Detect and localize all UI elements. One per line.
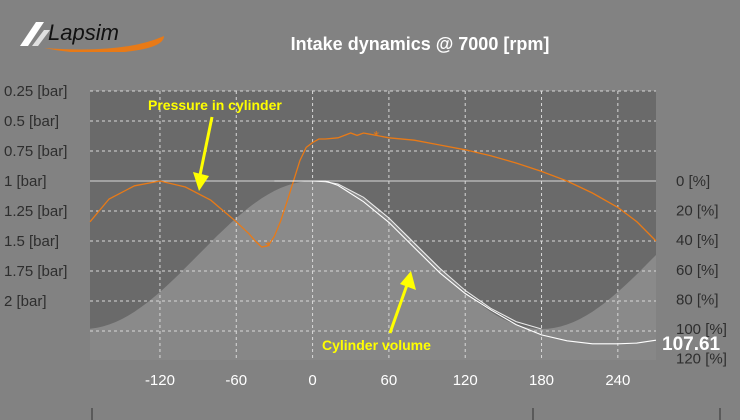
y-right-tick-label: 60 [%]	[676, 262, 719, 279]
pressure-line	[89, 132, 657, 248]
y-left-tick-label: 1 [bar]	[4, 173, 47, 190]
y-right-tick-label: 0 [%]	[676, 173, 710, 190]
x-tick-label: -120	[145, 372, 175, 389]
x-tick-label: 0	[308, 372, 316, 389]
chart-title: Intake dynamics @ 7000 [rpm]	[290, 34, 550, 54]
y-left-tick-label: 0.75 [bar]	[4, 143, 67, 160]
pressure-marker: *	[265, 238, 271, 254]
annotation-volume: Cylinder volume	[322, 337, 431, 353]
y-left-tick-label: 0.25 [bar]	[4, 83, 67, 100]
x-tick-label: 120	[453, 372, 478, 389]
annotation-pressure-arrowhead	[193, 172, 209, 191]
y-left-tick-label: 1.5 [bar]	[4, 233, 59, 250]
y-left-tick-label: 2 [bar]	[4, 293, 47, 310]
y-right-tick-label: 40 [%]	[676, 232, 719, 249]
y-right-tick-label: 80 [%]	[676, 291, 719, 308]
y-right-tick-label: 100 [%]	[676, 321, 727, 338]
x-tick-label: 60	[381, 372, 398, 389]
x-tick-label: 240	[605, 372, 630, 389]
x-tick-label: -60	[225, 372, 247, 389]
y-left-tick-label: 1.75 [bar]	[4, 263, 67, 280]
y-left-tick-label: 0.5 [bar]	[4, 113, 59, 130]
brand-text: Lapsim	[48, 20, 119, 45]
annotation-volume-arrow	[388, 281, 410, 334]
lapsim-logo: Lapsim	[20, 20, 164, 52]
current-value-label: 107.61	[662, 334, 721, 355]
annotation-pressure: Pressure in cylinder	[148, 97, 282, 113]
pressure-marker: *	[373, 127, 379, 143]
lower-band	[90, 330, 656, 360]
volume-line-measured	[274, 180, 657, 345]
annotation-volume-arrowhead	[400, 271, 416, 290]
volume-line-geometric	[312, 180, 542, 330]
y-left-tick-label: 1.25 [bar]	[4, 203, 67, 220]
y-right-tick-label: 20 [%]	[676, 203, 719, 220]
x-tick-label: 180	[529, 372, 554, 389]
annotation-pressure-arrow	[197, 116, 214, 181]
y-right-tick-label: 120 [%]	[676, 351, 727, 368]
